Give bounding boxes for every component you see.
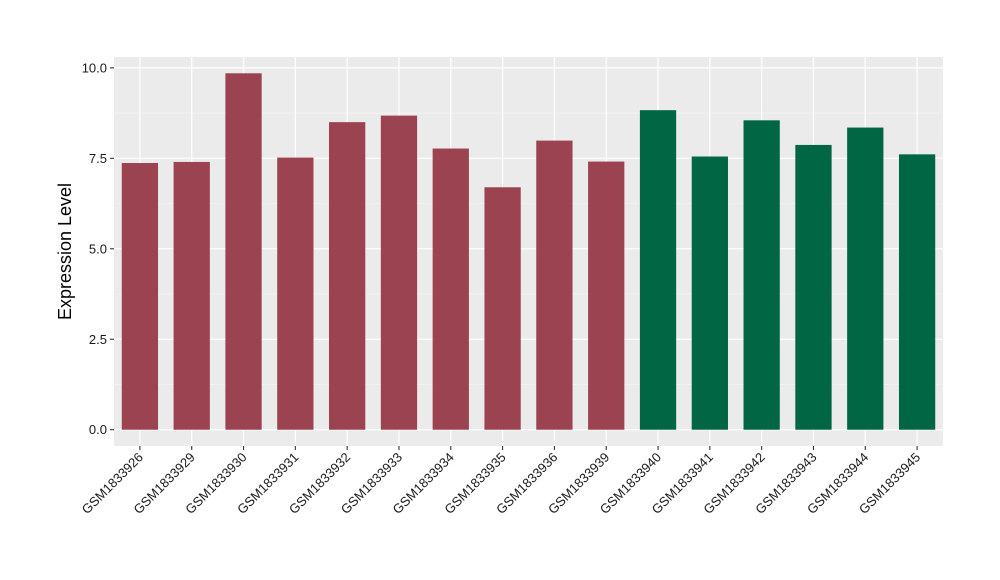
- y-tick-label: 0.0: [89, 422, 107, 437]
- y-axis: 0.0 2.5 5.0 7.5 10.0: [82, 60, 114, 437]
- bar-gsm1833931: [277, 157, 314, 430]
- bar-gsm1833940: [639, 110, 677, 430]
- bar-gsm1833942: [743, 120, 780, 430]
- bar-gsm1833936: [536, 140, 573, 430]
- y-tick-label: 10.0: [82, 60, 107, 75]
- bar-gsm1833943: [795, 144, 832, 430]
- bar-gsm1833945: [898, 154, 936, 430]
- bar-gsm1833932: [329, 122, 366, 430]
- bar-gsm1833939: [588, 161, 625, 430]
- bar-gsm1833941: [691, 156, 728, 430]
- bar-gsm1833934: [432, 148, 469, 430]
- y-tick-label: 7.5: [89, 151, 107, 166]
- x-axis: GSM1833926GSM1833929GSM1833930GSM1833931…: [79, 446, 923, 517]
- bars-group: [121, 73, 936, 430]
- y-tick-label: 5.0: [89, 241, 107, 256]
- bar-gsm1833933: [380, 115, 418, 430]
- bar-gsm1833930: [225, 73, 262, 430]
- bar-gsm1833929: [173, 161, 210, 430]
- bar-gsm1833926: [121, 163, 159, 430]
- bar-gsm1833944: [847, 127, 884, 430]
- y-axis-title: Expression Level: [55, 183, 75, 320]
- bar-gsm1833935: [484, 187, 521, 430]
- y-tick-label: 2.5: [89, 332, 107, 347]
